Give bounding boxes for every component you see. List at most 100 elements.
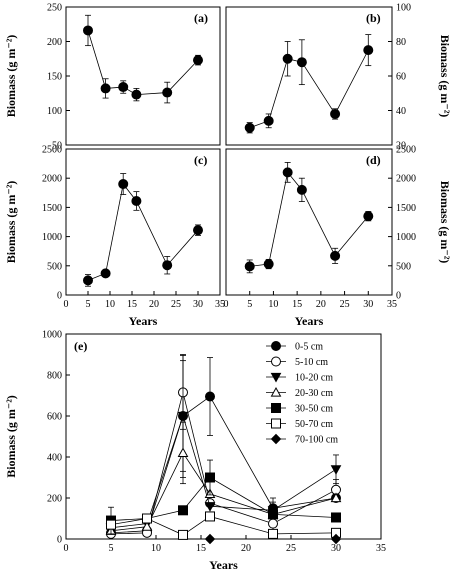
panel-label: (c) (194, 153, 207, 167)
data-point (131, 195, 142, 206)
data-point (162, 87, 173, 98)
data-point (100, 268, 111, 279)
y-tick-label: 200 (47, 37, 62, 48)
y-tick-label: 200 (47, 494, 62, 505)
y-axis-label: Biomass (g m⁻²) (438, 181, 450, 264)
data-point (268, 518, 278, 529)
data-point (118, 179, 129, 190)
x-tick-label: 35 (387, 299, 397, 310)
panel-label: (d) (366, 153, 381, 167)
panel-label: (e) (74, 339, 87, 353)
x-tick-label: 20 (241, 543, 251, 554)
legend-label: 10-20 cm (295, 373, 333, 384)
data-point (142, 513, 152, 524)
data-point (296, 57, 307, 68)
data-point (193, 55, 203, 66)
series-5 (106, 459, 341, 535)
x-tick-label: 30 (363, 299, 373, 310)
y-tick-label: 50 (52, 141, 62, 152)
x-tick-label: 0 (224, 299, 229, 310)
y-tick-label: 800 (47, 371, 62, 382)
y-tick-label: 80 (396, 37, 406, 48)
data-point (330, 492, 342, 503)
x-axis-label: Years (129, 314, 158, 328)
legend-marker (271, 418, 281, 429)
y-tick-label: 0 (57, 291, 62, 302)
x-tick-label: 0 (64, 299, 69, 310)
y-tick-label: 100 (47, 106, 62, 117)
data-point (205, 391, 215, 402)
x-tick-label: 20 (149, 299, 159, 310)
legend-marker (271, 403, 281, 413)
data-point (193, 225, 203, 236)
legend-label: 70-100 cm (295, 435, 338, 446)
x-tick-label: 20 (316, 299, 326, 310)
data-point (330, 465, 342, 475)
series-line (110, 414, 337, 529)
data-point (131, 89, 142, 100)
series-1 (83, 173, 203, 287)
data-point (330, 250, 341, 261)
x-tick-label: 15 (292, 299, 302, 310)
x-axis-label: Years (209, 558, 238, 572)
x-tick-label: 10 (268, 299, 278, 310)
series-line (87, 183, 199, 281)
data-point (268, 528, 278, 539)
legend-label: 5-10 cm (295, 357, 328, 368)
x-tick-label: 30 (331, 543, 341, 554)
data-point (205, 511, 215, 522)
data-point (178, 505, 188, 516)
data-point (204, 533, 216, 545)
data-point (263, 115, 274, 126)
y-axis-label: Biomass (g m⁻²) (4, 35, 18, 118)
y-tick-label: 2500 (42, 145, 62, 156)
data-point (330, 108, 341, 119)
data-point (331, 512, 341, 523)
y-tick-label: 100 (396, 3, 411, 14)
x-tick-label: 5 (86, 299, 91, 310)
series-line (110, 395, 337, 534)
data-point (106, 519, 116, 530)
y-tick-label: 1000 (42, 232, 62, 243)
data-point (330, 533, 342, 545)
legend-marker (270, 386, 282, 397)
data-point (244, 261, 255, 272)
data-point (178, 529, 188, 540)
x-tick-label: 25 (340, 299, 350, 310)
legend: 0-5 cm 5-10 cm 10-20 cm 20-30 cm 30-50 cm 50-… (266, 341, 338, 446)
panel-c: (c) 0 500 1000 1500 2000 2500 0 5 10 15 20 25 30 35 Yea… (4, 145, 225, 329)
x-tick-label: 25 (171, 299, 181, 310)
y-tick-label: 1500 (42, 203, 62, 214)
y-tick-label: 2000 (42, 174, 62, 185)
data-point (177, 447, 189, 457)
data-point (162, 260, 173, 271)
x-tick-label: 0 (64, 543, 69, 554)
data-point (118, 82, 129, 93)
y-tick-label: 40 (396, 106, 406, 117)
legend-label: 30-50 cm (295, 404, 333, 415)
legend-marker (271, 341, 281, 351)
y-axis-label: Biomass (g m⁻²) (438, 35, 450, 118)
panel-label: (b) (366, 11, 381, 25)
panel-a: (a) 50 100 150 200 250 Biomass (g m⁻²) (4, 3, 221, 152)
y-tick-label: 400 (47, 453, 62, 464)
y-tick-label: 500 (396, 261, 411, 272)
x-tick-label: 10 (151, 543, 161, 554)
data-point (282, 53, 293, 64)
series-1 (244, 162, 374, 274)
x-tick-label: 30 (193, 299, 203, 310)
data-point (83, 275, 93, 286)
y-tick-label: 1000 (42, 330, 62, 341)
x-tick-label: 35 (215, 299, 225, 310)
y-tick-label: 600 (47, 412, 62, 423)
panel-b: (b) 20 40 60 80 100 Biomass (g m⁻²) (225, 3, 450, 152)
data-point (268, 509, 278, 520)
data-point (363, 211, 374, 222)
legend-marker (270, 372, 282, 383)
data-point (282, 167, 293, 178)
y-tick-label: 0 (57, 535, 62, 546)
y-tick-label: 1500 (396, 203, 416, 214)
panel-label: (a) (194, 11, 208, 25)
y-tick-label: 1000 (396, 232, 416, 243)
